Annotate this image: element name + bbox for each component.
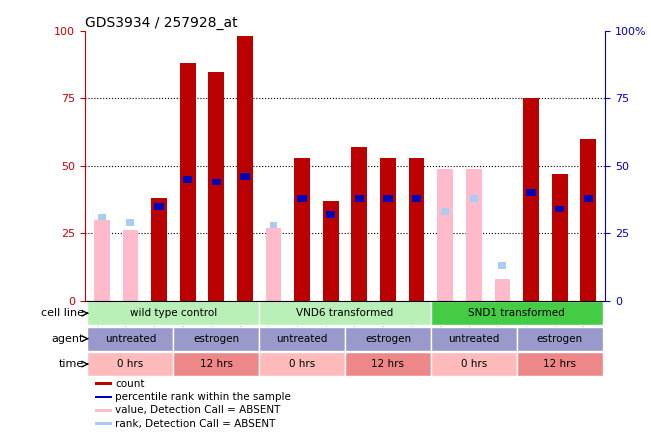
Text: 12 hrs: 12 hrs <box>200 359 233 369</box>
Bar <box>95 382 112 385</box>
Bar <box>270 222 277 229</box>
Bar <box>495 279 510 301</box>
Text: estrogen: estrogen <box>193 334 240 344</box>
FancyBboxPatch shape <box>431 301 603 325</box>
Bar <box>94 220 109 301</box>
FancyBboxPatch shape <box>345 352 431 376</box>
FancyBboxPatch shape <box>431 352 517 376</box>
Text: agent: agent <box>51 334 84 344</box>
Text: rank, Detection Call = ABSENT: rank, Detection Call = ABSENT <box>115 419 275 429</box>
Text: GDS3934 / 257928_at: GDS3934 / 257928_at <box>85 16 237 30</box>
FancyBboxPatch shape <box>345 327 431 351</box>
Bar <box>151 198 167 301</box>
Bar <box>552 174 568 301</box>
FancyBboxPatch shape <box>517 352 603 376</box>
FancyBboxPatch shape <box>517 327 603 351</box>
Bar <box>499 262 506 269</box>
Bar <box>383 195 393 202</box>
FancyBboxPatch shape <box>259 352 345 376</box>
Text: 0 hrs: 0 hrs <box>117 359 143 369</box>
Text: estrogen: estrogen <box>365 334 411 344</box>
Bar <box>583 195 593 202</box>
FancyBboxPatch shape <box>87 327 173 351</box>
Text: untreated: untreated <box>105 334 156 344</box>
Bar <box>581 139 596 301</box>
FancyBboxPatch shape <box>173 352 259 376</box>
Bar <box>470 195 478 202</box>
Bar <box>183 176 192 182</box>
Bar <box>323 201 339 301</box>
Text: time: time <box>59 359 84 369</box>
Bar <box>212 178 221 185</box>
Bar <box>526 190 536 196</box>
Bar <box>237 36 253 301</box>
Bar <box>409 158 424 301</box>
Text: 0 hrs: 0 hrs <box>289 359 315 369</box>
Bar <box>180 63 195 301</box>
Bar <box>352 147 367 301</box>
Bar <box>95 396 112 398</box>
FancyBboxPatch shape <box>259 327 345 351</box>
Bar <box>98 214 105 220</box>
Bar <box>95 409 112 412</box>
Bar <box>294 158 310 301</box>
Text: estrogen: estrogen <box>536 334 583 344</box>
Bar <box>95 422 112 425</box>
Text: 12 hrs: 12 hrs <box>543 359 576 369</box>
Text: value, Detection Call = ABSENT: value, Detection Call = ABSENT <box>115 405 281 416</box>
Bar <box>441 208 449 215</box>
Text: wild type control: wild type control <box>130 308 217 318</box>
Bar <box>240 173 249 180</box>
Text: SND1 transformed: SND1 transformed <box>468 308 565 318</box>
Bar <box>466 169 482 301</box>
Text: count: count <box>115 379 145 388</box>
FancyBboxPatch shape <box>87 301 259 325</box>
FancyBboxPatch shape <box>259 301 431 325</box>
Text: percentile rank within the sample: percentile rank within the sample <box>115 392 291 402</box>
Text: untreated: untreated <box>448 334 499 344</box>
Text: 0 hrs: 0 hrs <box>461 359 487 369</box>
Text: untreated: untreated <box>277 334 328 344</box>
Text: VND6 transformed: VND6 transformed <box>296 308 394 318</box>
Bar <box>437 169 453 301</box>
Text: 12 hrs: 12 hrs <box>372 359 404 369</box>
Bar <box>355 195 364 202</box>
Bar <box>380 158 396 301</box>
Bar <box>266 228 281 301</box>
Bar <box>298 195 307 202</box>
FancyBboxPatch shape <box>431 327 517 351</box>
Bar <box>412 195 421 202</box>
Bar <box>523 99 539 301</box>
Bar <box>122 230 138 301</box>
Bar <box>326 211 335 218</box>
Text: cell line: cell line <box>41 308 84 318</box>
Bar <box>208 71 224 301</box>
Bar <box>154 203 164 210</box>
FancyBboxPatch shape <box>87 352 173 376</box>
FancyBboxPatch shape <box>173 327 259 351</box>
Bar <box>555 206 564 212</box>
Bar <box>126 219 134 226</box>
